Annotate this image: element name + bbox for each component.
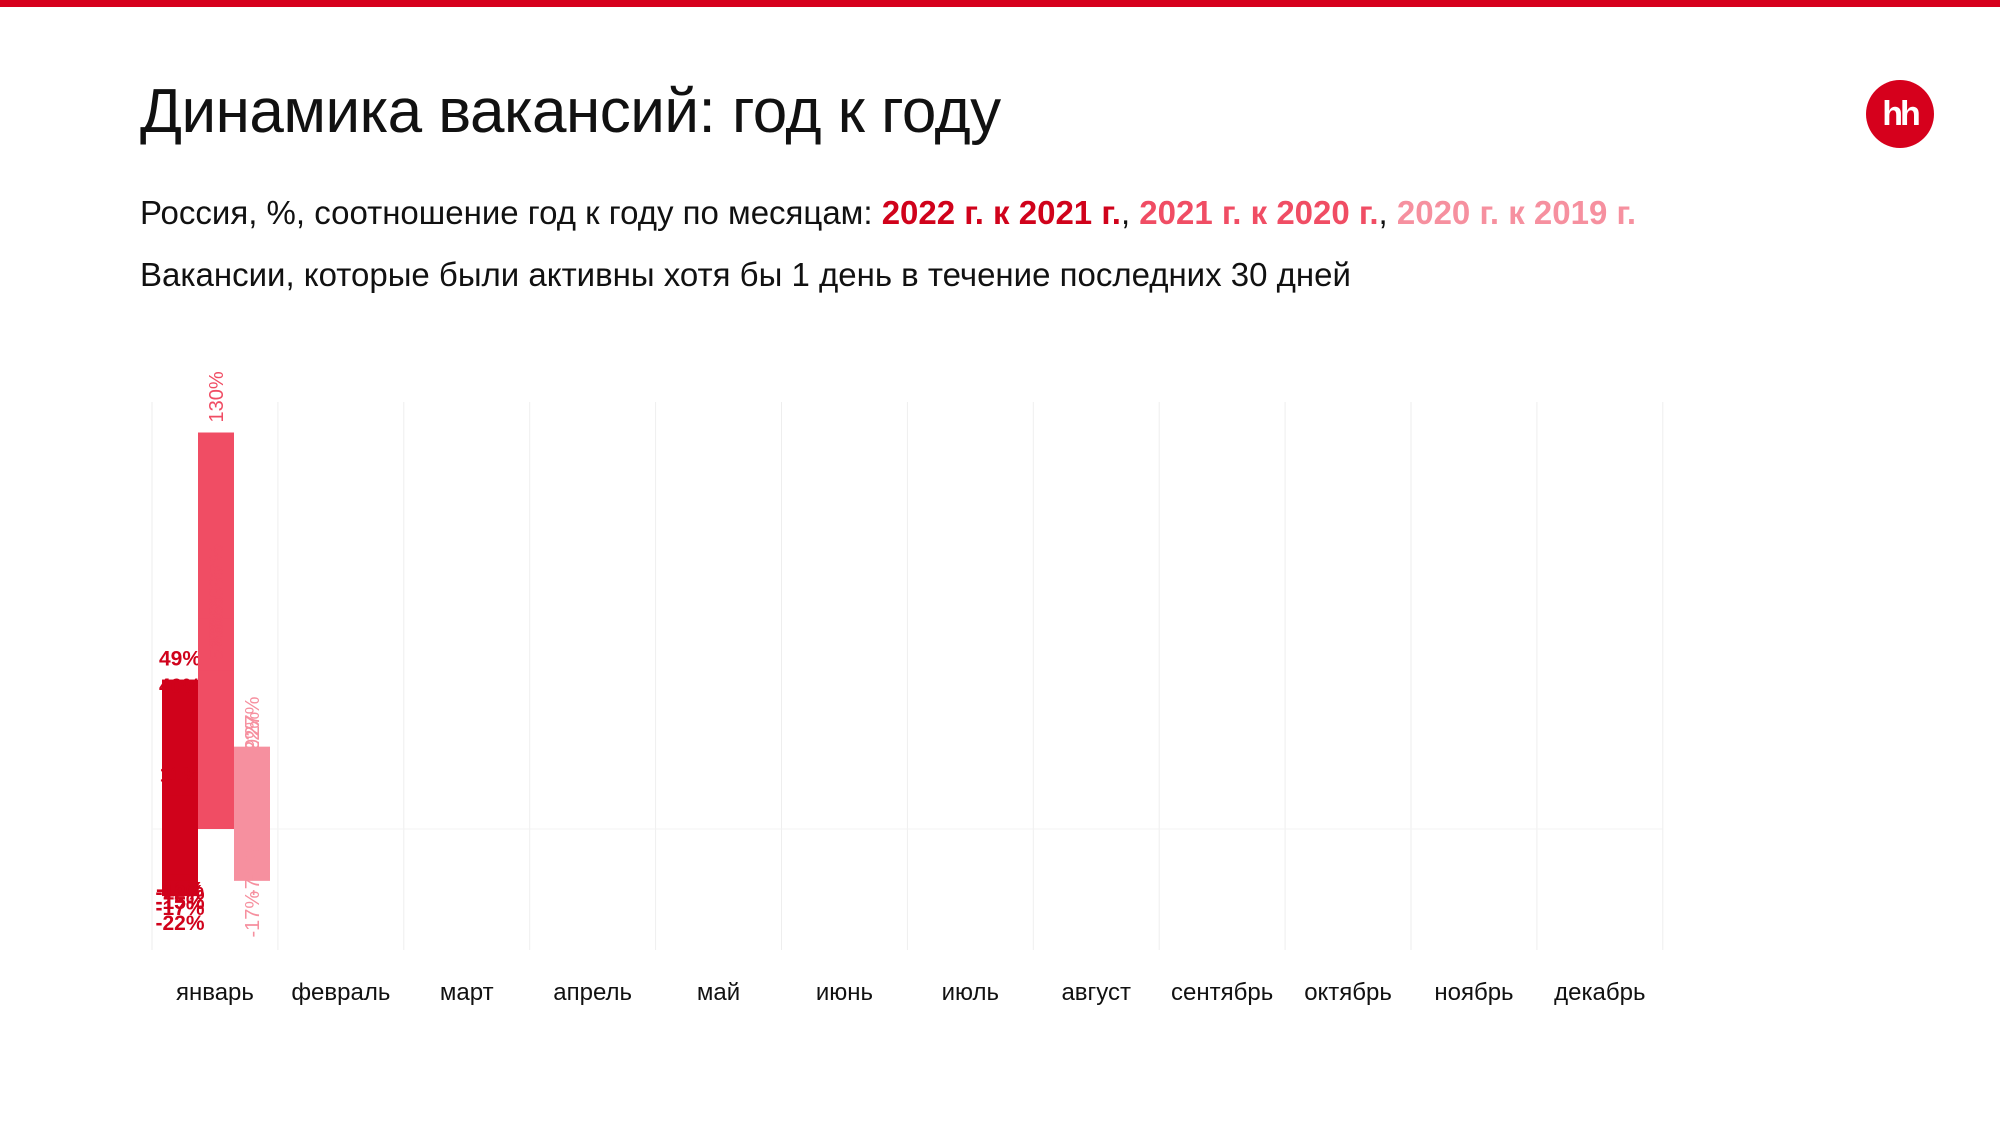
category-label: июль: [942, 979, 999, 1006]
chart-note: Вакансии, которые были активны хотя бы 1…: [140, 256, 1351, 293]
data-label: -2%: [242, 845, 264, 881]
hh-logo: hh: [1866, 80, 1934, 148]
category-label: октябрь: [1304, 979, 1392, 1006]
category-label: декабрь: [1554, 979, 1645, 1006]
data-label: 11%: [160, 763, 201, 786]
data-label: 56%: [206, 608, 228, 648]
data-label: -17%: [155, 897, 204, 920]
bar: [162, 829, 198, 875]
category-label: январь: [176, 979, 254, 1006]
category-label: ноябрь: [1434, 979, 1513, 1006]
data-label: -17%: [242, 891, 264, 938]
data-label: 22%: [242, 712, 264, 752]
data-label: 60%: [206, 596, 228, 636]
data-label: -15%: [155, 891, 204, 914]
subtitle-prefix: Россия, %, соотношение год к году по мес…: [140, 194, 882, 231]
data-label: 40%: [159, 675, 201, 698]
top-accent-bar: [0, 0, 2000, 7]
bar: [234, 829, 270, 881]
data-label: 130%: [206, 371, 228, 422]
data-label: 52%: [206, 620, 228, 660]
data-label: 69%: [206, 568, 228, 608]
logo-text: hh: [1882, 94, 1921, 133]
page-title: Динамика вакансий: год к году: [140, 77, 1001, 146]
category-label: май: [697, 979, 740, 1006]
bar: [234, 829, 270, 836]
category-label: август: [1061, 979, 1131, 1006]
bar: [198, 670, 234, 829]
bar: [162, 795, 198, 829]
chart-subtitle: Россия, %, соотношение год к году по мес…: [140, 194, 1636, 232]
data-label: -22%: [155, 912, 204, 935]
bar: [234, 746, 270, 829]
legend-series-2022: 2022 г. к 2021 г.: [881, 194, 1121, 231]
category-label: июнь: [816, 979, 873, 1006]
data-label: -11%: [156, 879, 204, 902]
category-label: февраль: [291, 979, 390, 1006]
data-label: -15%: [155, 891, 204, 914]
data-label: 77%: [206, 544, 228, 584]
subtitle-separator: ,: [1120, 194, 1140, 231]
data-label: 49%: [159, 648, 201, 671]
subtitle-separator: ,: [1378, 194, 1397, 231]
data-label: -12%: [155, 882, 204, 905]
data-label: 27%: [242, 696, 264, 736]
data-label: -2%: [242, 845, 264, 881]
category-label: апрель: [553, 979, 632, 1006]
category-label: март: [440, 979, 494, 1006]
legend-series-2021: 2021 г. к 2020 г.: [1139, 194, 1379, 231]
category-label: сентябрь: [1171, 979, 1273, 1006]
data-label: 54%: [206, 614, 228, 654]
data-label: -12%: [155, 882, 204, 905]
legend-series-2020: 2020 г. к 2019 г.: [1396, 194, 1637, 231]
